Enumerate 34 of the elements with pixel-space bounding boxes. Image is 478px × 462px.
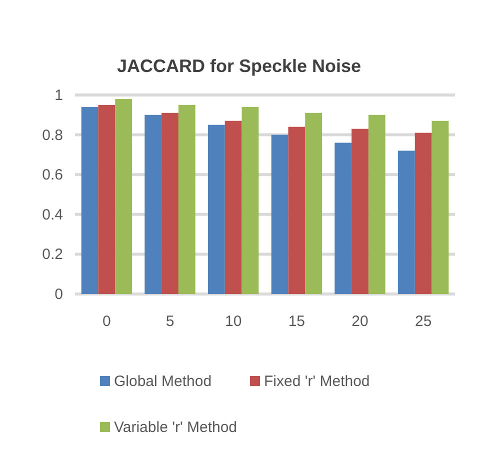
y-tick-label: 0.2 [42,246,63,264]
x-tick-label: 15 [288,313,306,330]
bar [224,120,242,294]
y-tick-label: 1 [54,87,63,104]
bar [432,120,449,294]
bar [414,132,432,294]
bar [178,104,196,294]
bar [271,134,288,294]
bar [334,142,352,294]
bar [288,126,306,294]
bar [115,98,132,294]
y-tick-label: 0 [54,286,63,303]
legend-label: Variable 'r' Method [114,419,238,436]
legend-label: Fixed 'r' Method [264,373,370,390]
bar [368,114,386,294]
bar [144,114,162,294]
chart-title: JACCARD for Speckle Noise [116,56,362,76]
bar [208,124,225,294]
bar [305,112,322,294]
x-tick-label: 10 [224,313,242,330]
x-tick-label: 20 [352,313,368,330]
bar [352,128,368,294]
bar [242,106,259,294]
y-tick-label: 0.8 [42,126,63,144]
y-tick-label: 0.4 [42,206,63,224]
bar [81,106,98,294]
x-tick-label: 25 [414,313,432,330]
legend-label: Global Method [114,373,212,390]
y-tick-label: 0.6 [42,166,63,184]
bar [162,112,178,294]
bar [98,104,116,294]
x-tick-label: 5 [166,313,174,330]
bar [398,150,415,294]
x-tick-label: 0 [102,313,111,330]
